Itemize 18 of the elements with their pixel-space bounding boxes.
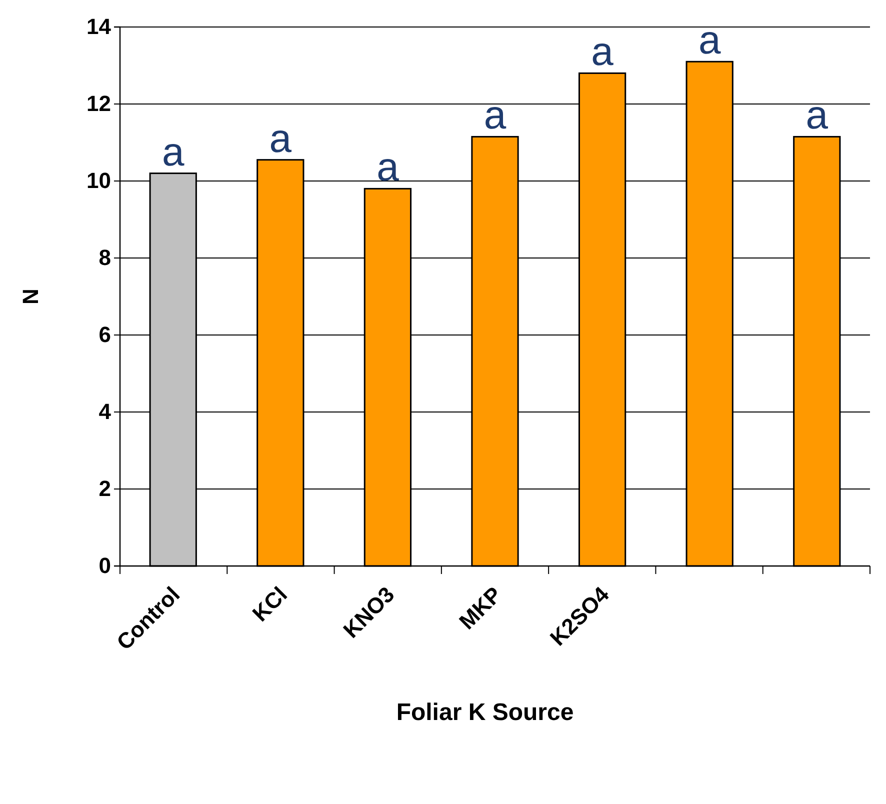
data-label: a [376,146,400,190]
data-label: a [269,116,292,161]
data-label: a [698,18,722,63]
x-tick-label: KCl [247,582,292,626]
data-label: a [806,94,829,138]
y-tick-label: 10 [86,168,111,194]
y-tick-label: 6 [98,322,111,348]
data-label: a [484,94,507,138]
y-tick-label: 8 [98,245,111,270]
y-tick-label: 12 [86,91,111,116]
y-tick-label: 0 [98,553,111,578]
y-axis-title: N [18,288,43,304]
y-tick-label: 4 [98,399,112,424]
data-label: a [162,130,185,174]
y-tick-label: 2 [98,476,111,502]
y-tick-label: 14 [86,14,112,40]
x-axis-title: Foliar K Source [396,699,574,726]
data-label: a [591,30,614,74]
